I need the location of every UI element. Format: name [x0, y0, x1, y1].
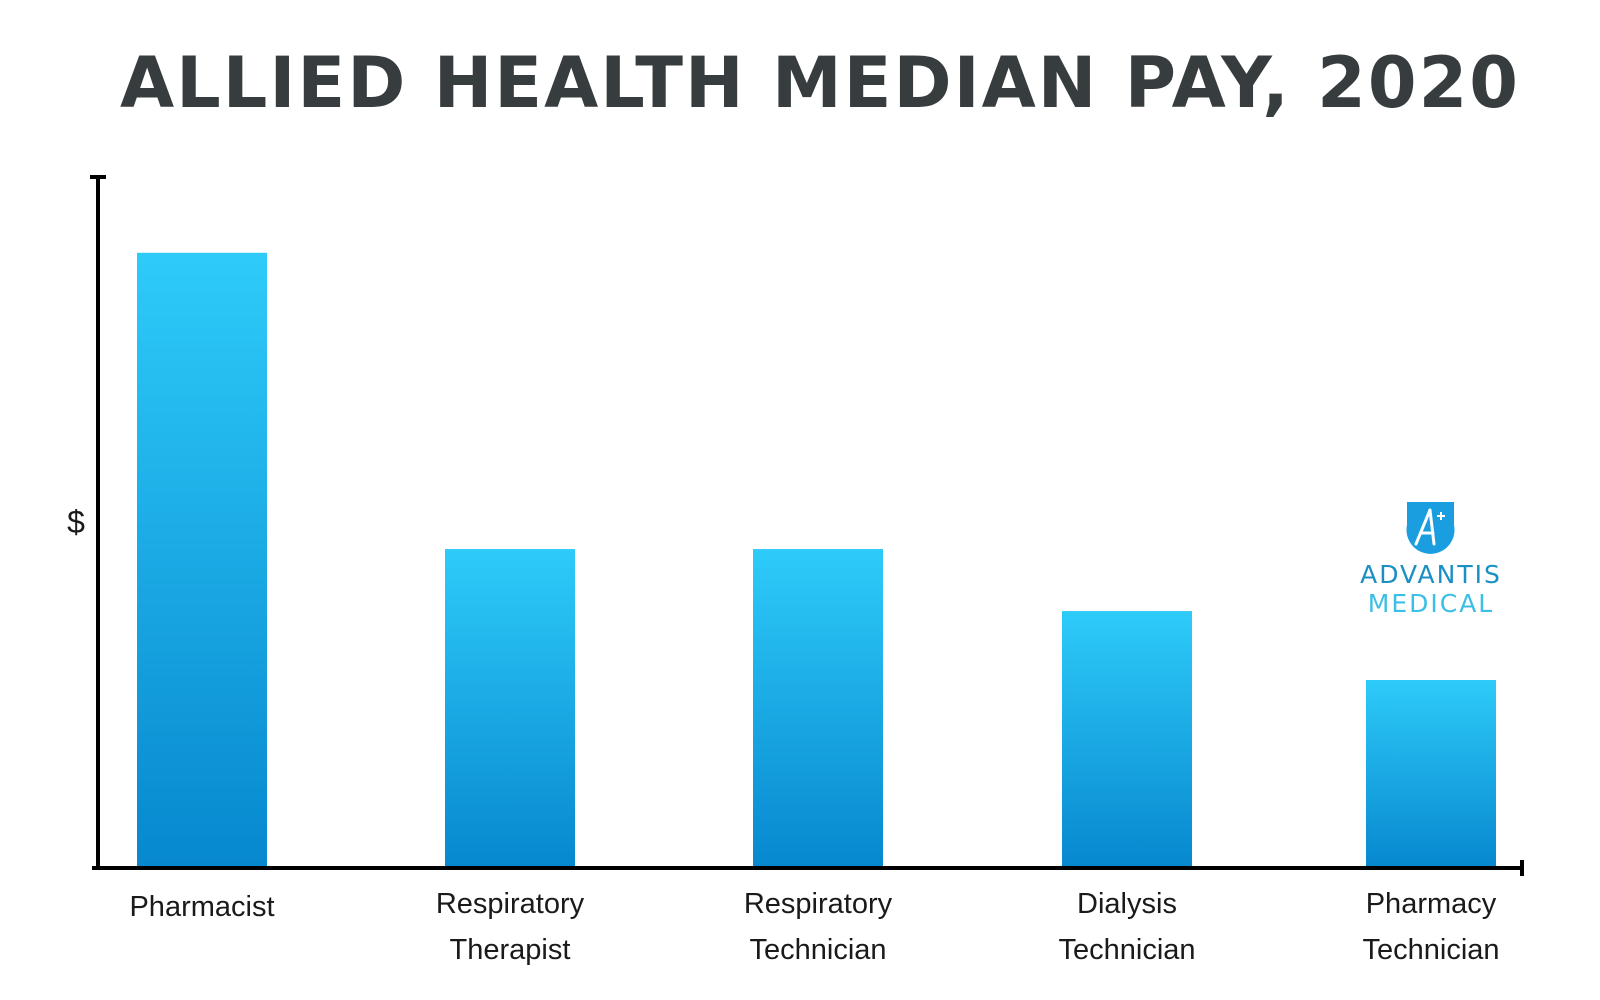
- x-tick-label: Technician: [749, 934, 886, 966]
- bar: [1366, 679, 1496, 866]
- advantis-medical-logo: ADVANTIS MEDICAL: [1360, 502, 1502, 618]
- y-axis-label: $: [67, 504, 85, 540]
- bar: [1062, 611, 1192, 866]
- x-tick-label: Respiratory: [436, 888, 585, 920]
- logo-line-2: MEDICAL: [1368, 589, 1494, 618]
- x-tick-label: Technician: [1058, 934, 1195, 966]
- x-tick-label: Pharmacist: [129, 891, 274, 923]
- bar: [753, 549, 883, 866]
- x-tick-labels: Pharmacist Respiratory Therapist Respirator…: [129, 888, 1499, 966]
- x-tick-label: Pharmacy: [1366, 888, 1497, 920]
- bar: [445, 549, 575, 866]
- bar: [137, 252, 267, 867]
- bars-group: [137, 252, 1496, 867]
- a-plus-icon: [1406, 502, 1455, 554]
- chart-title: ALLIED HEALTH MEDIAN PAY, 2020: [120, 42, 1520, 124]
- x-tick-label: Respiratory: [744, 888, 893, 920]
- x-tick-label: Therapist: [450, 934, 571, 966]
- x-tick-label: Technician: [1362, 934, 1499, 966]
- x-tick-label: Dialysis: [1077, 888, 1177, 920]
- logo-line-1: ADVANTIS: [1360, 560, 1502, 589]
